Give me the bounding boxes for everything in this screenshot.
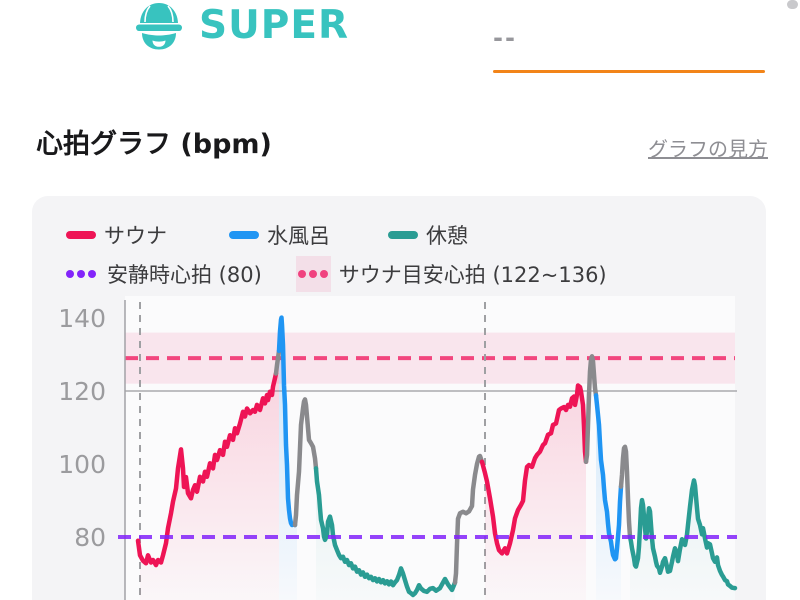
- graph-help-link[interactable]: グラフの見方: [648, 137, 768, 161]
- legend-item-sauna: サウナ: [66, 220, 167, 250]
- svg-text:140: 140: [58, 304, 106, 333]
- resting-dotted-line-icon: [66, 270, 99, 278]
- page-title: 心拍グラフ (bpm): [36, 129, 272, 160]
- scrollbar-thumb[interactable]: [787, 0, 798, 9]
- legend-row-phases: サウナ 水風呂 休憩: [66, 220, 468, 250]
- target-band-icon: [295, 256, 331, 292]
- logo-text: SUPER: [199, 3, 350, 48]
- legend-label: 水風呂: [267, 224, 330, 248]
- legend-label: サウナ: [104, 224, 167, 248]
- legend-item-rest: 休憩: [388, 220, 468, 250]
- rest-swatch-icon: [388, 231, 418, 239]
- heart-rate-chart: 140 120 100 80: [58, 296, 738, 600]
- legend-item-resting-hr: 安静時心拍 (80): [66, 259, 262, 289]
- legend-item-mizuburo: 水風呂: [229, 220, 330, 250]
- app-logo[interactable]: SUPER: [133, 2, 349, 50]
- legend-label: サウナ目安心拍 (122~136): [338, 263, 607, 287]
- target-dotted-line-icon: [298, 270, 329, 278]
- svg-text:100: 100: [58, 450, 106, 479]
- legend-item-target-hr: サウナ目安心拍 (122~136): [295, 256, 607, 292]
- header-accent-underline: [493, 70, 765, 73]
- sauna-swatch-icon: [66, 231, 96, 239]
- heart-rate-card: サウナ 水風呂 休憩 安静時心拍 (80): [32, 196, 766, 600]
- legend-label: 休憩: [426, 224, 468, 248]
- header-value-placeholder[interactable]: --: [493, 24, 517, 52]
- svg-text:80: 80: [74, 523, 106, 552]
- legend-row-reference-lines: 安静時心拍 (80) サウナ目安心拍 (122~136): [66, 252, 607, 296]
- svg-text:120: 120: [58, 377, 106, 406]
- mizuburo-swatch-icon: [229, 231, 259, 239]
- sauna-hat-mascot-icon: [136, 3, 182, 50]
- legend-label: 安静時心拍 (80): [107, 263, 262, 287]
